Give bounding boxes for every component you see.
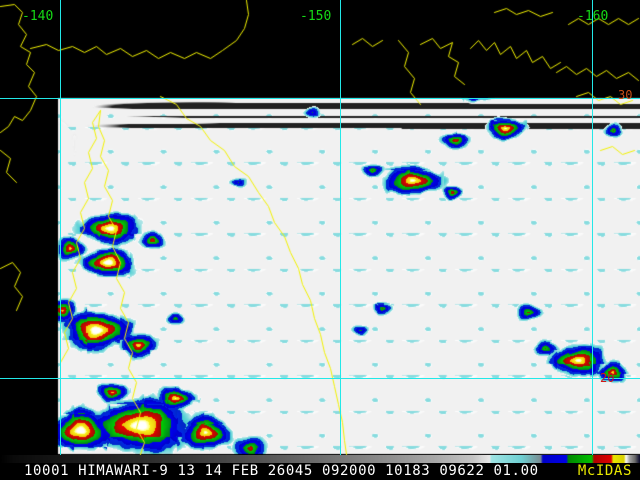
latitude-label-20: 20: [600, 371, 615, 385]
latitude-label-30: 30: [618, 88, 633, 102]
latitude-gridline-30: [0, 98, 640, 99]
footer-lead-digit: 1: [24, 463, 34, 479]
longitude-label-neg150: -150: [300, 9, 332, 24]
longitude-gridline-neg160: [592, 0, 593, 455]
latitude-gridline-20: [0, 378, 640, 379]
color-enhancement-bar: [0, 455, 640, 463]
longitude-gridline-neg150: [340, 0, 341, 455]
longitude-label-neg160: -160: [577, 9, 609, 24]
longitude-gridline-neg140: [60, 0, 61, 455]
satellite-image-area[interactable]: -140 -150 -160 30 20: [0, 0, 640, 455]
mcidas-brand-label: McIDAS: [577, 463, 632, 479]
footer-info-text: 10001 HIMAWARI-9 13 14 FEB 26045 092000 …: [24, 463, 539, 480]
annotation-footer: 10001 HIMAWARI-9 13 14 FEB 26045 092000 …: [0, 455, 640, 480]
satellite-image-canvas[interactable]: [0, 0, 640, 455]
footer-main-text: 0001 HIMAWARI-9 13 14 FEB 26045 092000 1…: [33, 463, 539, 479]
longitude-label-neg140: -140: [22, 9, 54, 24]
